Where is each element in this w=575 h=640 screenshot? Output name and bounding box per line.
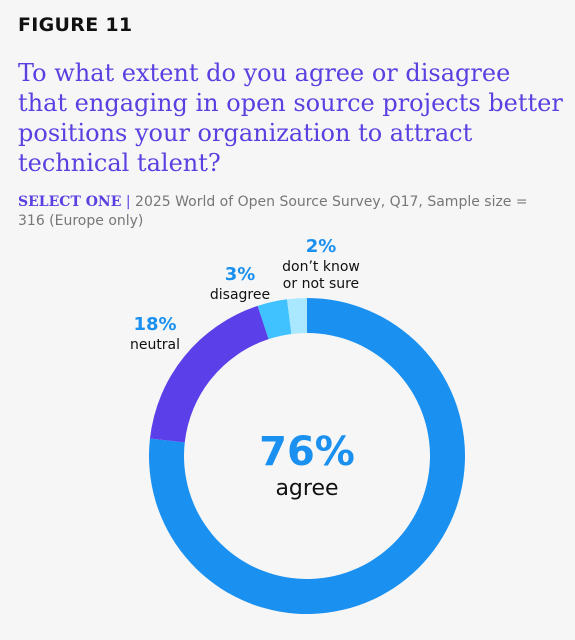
subtitle-text: 2025 World of Open Source Survey, Q17, S… xyxy=(18,194,528,229)
slice-label-disagree-text: disagree xyxy=(210,287,270,303)
slice-label-neutral-text: neutral xyxy=(130,337,180,353)
slice-label-dont-know-text: or not sure xyxy=(283,276,359,292)
slice-dont-know xyxy=(286,298,307,334)
figure-label: FIGURE 11 xyxy=(18,14,133,36)
slice-label-disagree-value: 3% xyxy=(225,264,256,285)
subtitle-lead: SELECT ONE xyxy=(18,194,122,210)
chart-title: To what extent do you agree or disagree … xyxy=(18,59,563,177)
subtitle-separator: | xyxy=(125,194,131,210)
slice-neutral xyxy=(149,305,269,443)
slice-label-neutral-value: 18% xyxy=(133,314,176,335)
center-value: 76% xyxy=(259,429,355,475)
slice-disagree xyxy=(257,299,292,340)
center-label: agree xyxy=(275,476,338,501)
chart-subtitle: SELECT ONE | 2025 World of Open Source S… xyxy=(18,193,538,231)
slice-label-dont-know-text: don’t know xyxy=(282,259,360,275)
slice-label-dont-know-value: 2% xyxy=(306,236,337,257)
